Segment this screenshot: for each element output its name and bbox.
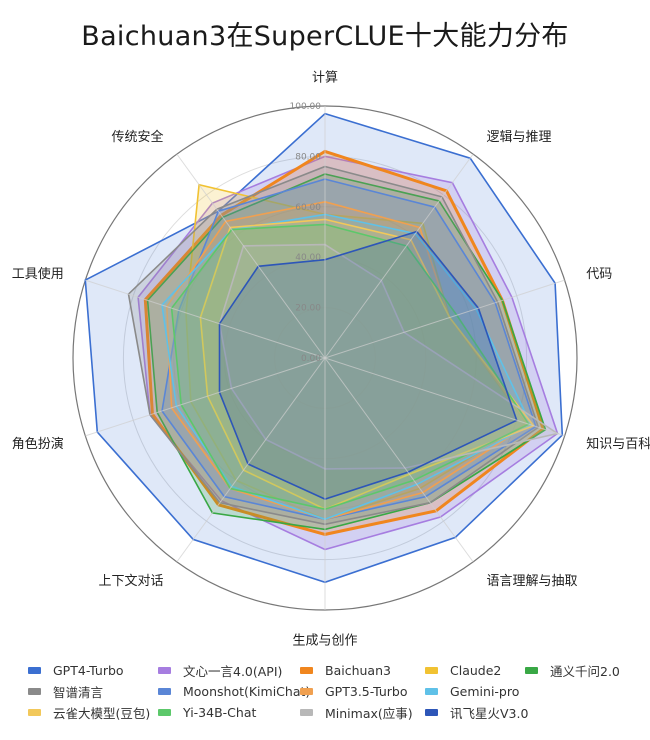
tick-label: 0.00 bbox=[301, 354, 321, 364]
legend-label: GPT4-Turbo bbox=[53, 663, 124, 678]
legend-label: 通义千问2.0 bbox=[550, 664, 620, 679]
legend-label: Baichuan3 bbox=[325, 663, 391, 678]
legend-item[interactable]: GPT4-Turbo bbox=[28, 663, 124, 678]
legend-label: 文心一言4.0(API) bbox=[183, 664, 283, 679]
legend-label: Claude2 bbox=[450, 663, 502, 678]
axis-label: 代码 bbox=[586, 267, 612, 282]
legend-swatch-icon bbox=[28, 688, 41, 695]
legend-row: GPT4-Turbo 文心一言4.0(API) Baichuan3 Claude2 通义… bbox=[28, 660, 648, 681]
legend-label: Minimax(应事) bbox=[325, 706, 413, 721]
axis-label: 上下文对话 bbox=[99, 574, 164, 589]
legend-item[interactable]: Yi-34B-Chat bbox=[158, 705, 256, 720]
legend-item[interactable]: GPT3.5-Turbo bbox=[300, 684, 407, 699]
legend-item[interactable]: Moonshot(KimiChat) bbox=[158, 684, 310, 699]
legend-swatch-icon bbox=[425, 667, 438, 674]
legend-label: Moonshot(KimiChat) bbox=[183, 684, 311, 699]
legend-label: GPT3.5-Turbo bbox=[325, 684, 408, 699]
axis-line bbox=[324, 279, 565, 359]
axis-line bbox=[85, 357, 326, 437]
axis-line bbox=[324, 153, 474, 359]
tick-label: 40.00 bbox=[295, 253, 321, 263]
legend-swatch-icon bbox=[158, 688, 171, 695]
legend-item[interactable]: 通义千问2.0 bbox=[525, 661, 620, 680]
legend-item[interactable]: Claude2 bbox=[425, 663, 501, 678]
axis-label: 传统安全 bbox=[112, 129, 164, 145]
legend-item[interactable]: 智谱清言 bbox=[28, 682, 103, 701]
legend-item[interactable]: Baichuan3 bbox=[300, 663, 391, 678]
axis-label: 语言理解与抽取 bbox=[486, 574, 577, 589]
axis-line bbox=[324, 357, 474, 563]
legend-swatch-icon bbox=[300, 667, 313, 674]
radar-chart: 0.00 20.00 40.00 60.00 80.00 100.00 计算逻辑与推理代码… bbox=[12, 70, 650, 648]
legend-swatch-icon bbox=[425, 709, 438, 716]
legend-item[interactable]: 文心一言4.0(API) bbox=[158, 661, 282, 680]
tick-label: 20.00 bbox=[295, 304, 321, 314]
legend-label: 云雀大模型(豆包) bbox=[53, 706, 151, 721]
legend-row: 智谱清言 Moonshot(KimiChat) GPT3.5-Turbo Gemini… bbox=[28, 681, 648, 702]
legend-swatch-icon bbox=[158, 667, 171, 674]
radar-axis-lines bbox=[85, 106, 565, 610]
tick-label: 100.00 bbox=[290, 102, 322, 112]
legend-item[interactable]: 讯飞星火V3.0 bbox=[425, 703, 528, 722]
axis-label: 生成与创作 bbox=[292, 634, 357, 649]
legend-item[interactable]: Minimax(应事) bbox=[300, 703, 413, 722]
legend-swatch-icon bbox=[158, 709, 171, 716]
axis-line bbox=[324, 357, 565, 437]
legend-swatch-icon bbox=[525, 667, 538, 674]
legend-swatch-icon bbox=[28, 709, 41, 716]
axis-label: 角色扮演 bbox=[12, 436, 64, 452]
legend-swatch-icon bbox=[425, 688, 438, 695]
tick-label: 60.00 bbox=[295, 203, 321, 213]
legend: GPT4-Turbo 文心一言4.0(API) Baichuan3 Claude2 通义… bbox=[28, 660, 648, 723]
radial-tick-labels: 0.00 20.00 40.00 60.00 80.00 100.00 bbox=[290, 102, 322, 364]
axis-label: 知识与百科 bbox=[586, 436, 650, 452]
axis-label: 工具使用 bbox=[12, 266, 64, 282]
legend-swatch-icon bbox=[300, 709, 313, 716]
axis-label: 逻辑与推理 bbox=[486, 130, 551, 145]
legend-label: Gemini-pro bbox=[450, 684, 520, 699]
legend-label: Yi-34B-Chat bbox=[183, 705, 257, 720]
legend-label: 智谱清言 bbox=[53, 685, 104, 700]
legend-item[interactable]: Gemini-pro bbox=[425, 684, 519, 699]
axis-line bbox=[176, 153, 326, 359]
axis-label: 计算 bbox=[312, 70, 338, 85]
axis-line bbox=[176, 357, 326, 563]
legend-swatch-icon bbox=[300, 688, 313, 695]
axis-line bbox=[85, 279, 326, 359]
chart-title: Baichuan3在SuperCLUE十大能力分布 bbox=[81, 21, 569, 52]
tick-label: 80.00 bbox=[295, 152, 321, 162]
legend-item[interactable]: 云雀大模型(豆包) bbox=[28, 703, 150, 722]
legend-row: 云雀大模型(豆包) Yi-34B-Chat Minimax(应事) 讯飞星火V3.0 bbox=[28, 702, 648, 723]
legend-swatch-icon bbox=[28, 667, 41, 674]
legend-label: 讯飞星火V3.0 bbox=[450, 706, 529, 721]
radar-series bbox=[84, 112, 564, 584]
